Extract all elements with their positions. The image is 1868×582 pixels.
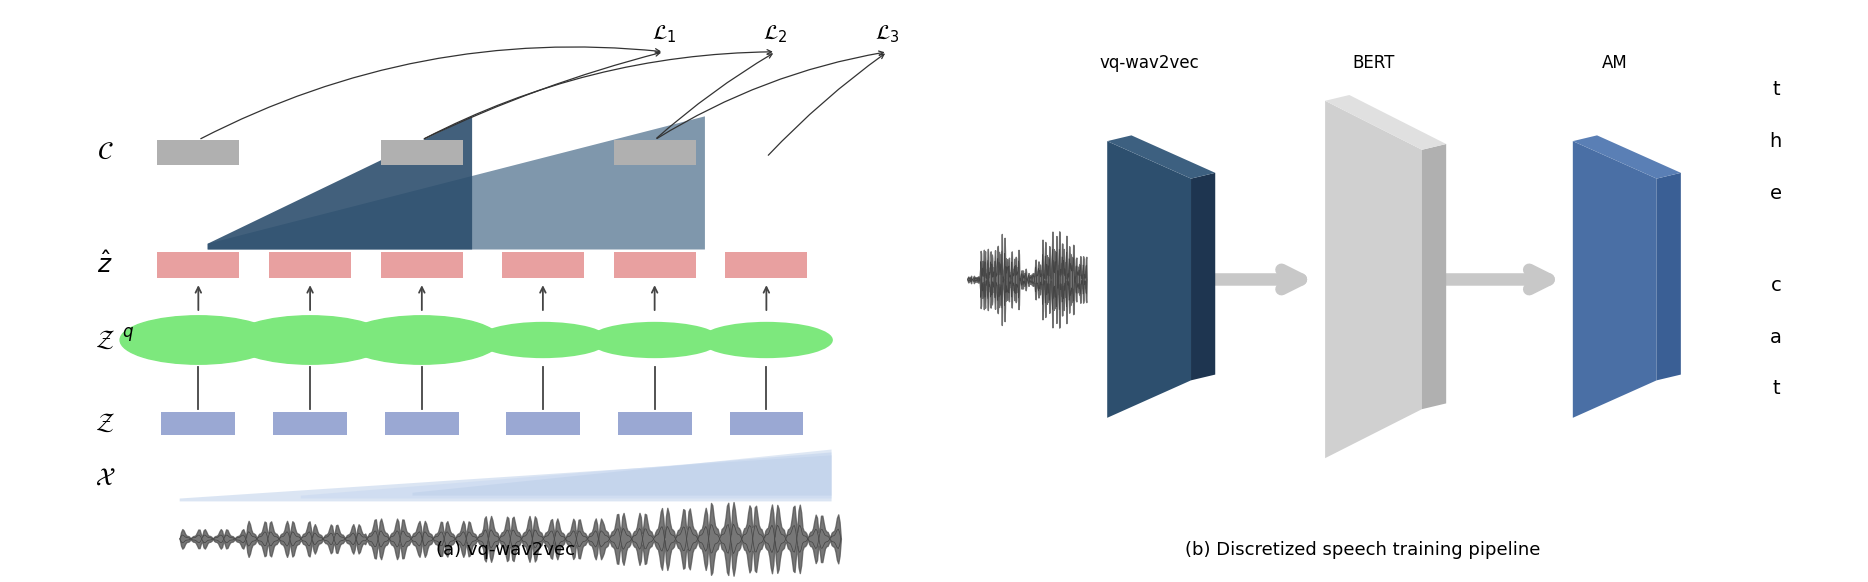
Text: vq-wav2vec: vq-wav2vec: [1098, 54, 1199, 72]
Polygon shape: [1192, 173, 1216, 381]
Ellipse shape: [588, 322, 721, 358]
Bar: [385, 412, 460, 435]
Circle shape: [232, 316, 389, 364]
Text: $\mathcal{L}_1$: $\mathcal{L}_1$: [652, 24, 676, 45]
Bar: [502, 253, 585, 278]
Text: $\mathcal{Z}$: $\mathcal{Z}$: [95, 328, 116, 352]
Text: AM: AM: [1603, 54, 1627, 72]
Polygon shape: [1108, 136, 1216, 179]
Text: a: a: [1769, 328, 1782, 347]
Text: (a) vq-wav2vec: (a) vq-wav2vec: [435, 541, 575, 559]
Polygon shape: [1422, 144, 1446, 409]
Polygon shape: [179, 455, 831, 502]
Bar: [273, 412, 347, 435]
Bar: [157, 140, 239, 165]
Polygon shape: [1573, 141, 1657, 418]
Text: c: c: [1771, 276, 1782, 294]
Polygon shape: [1657, 173, 1681, 381]
Text: h: h: [1769, 132, 1782, 151]
Text: $q$: $q$: [121, 325, 133, 343]
Bar: [381, 140, 463, 165]
Polygon shape: [1108, 141, 1192, 418]
Polygon shape: [1573, 136, 1681, 179]
Bar: [506, 412, 579, 435]
Text: $\mathcal{Z}$: $\mathcal{Z}$: [95, 412, 116, 435]
Text: e: e: [1769, 183, 1782, 203]
Polygon shape: [1324, 95, 1446, 150]
Text: $\mathcal{L}_3$: $\mathcal{L}_3$: [874, 24, 900, 45]
Bar: [161, 412, 235, 435]
Polygon shape: [1324, 101, 1422, 458]
Text: $\mathcal{L}_2$: $\mathcal{L}_2$: [764, 24, 788, 45]
Ellipse shape: [700, 322, 833, 358]
Text: BERT: BERT: [1352, 54, 1395, 72]
Circle shape: [120, 316, 276, 364]
Bar: [725, 253, 807, 278]
Polygon shape: [207, 116, 473, 250]
Text: (b) Discretized speech training pipeline: (b) Discretized speech training pipeline: [1184, 541, 1539, 559]
Text: t: t: [1773, 80, 1780, 99]
Bar: [615, 253, 695, 278]
Text: $\mathcal{X}$: $\mathcal{X}$: [95, 467, 116, 490]
Text: $\mathcal{C}$: $\mathcal{C}$: [97, 141, 114, 164]
Bar: [157, 253, 239, 278]
Bar: [618, 412, 691, 435]
Text: $\hat{z}$: $\hat{z}$: [97, 252, 114, 278]
Bar: [381, 253, 463, 278]
Bar: [269, 253, 351, 278]
Ellipse shape: [476, 322, 609, 358]
Bar: [730, 412, 803, 435]
Polygon shape: [413, 449, 831, 496]
Circle shape: [344, 316, 501, 364]
Polygon shape: [301, 452, 831, 499]
Bar: [615, 140, 695, 165]
Polygon shape: [207, 116, 704, 250]
Text: t: t: [1773, 379, 1780, 399]
